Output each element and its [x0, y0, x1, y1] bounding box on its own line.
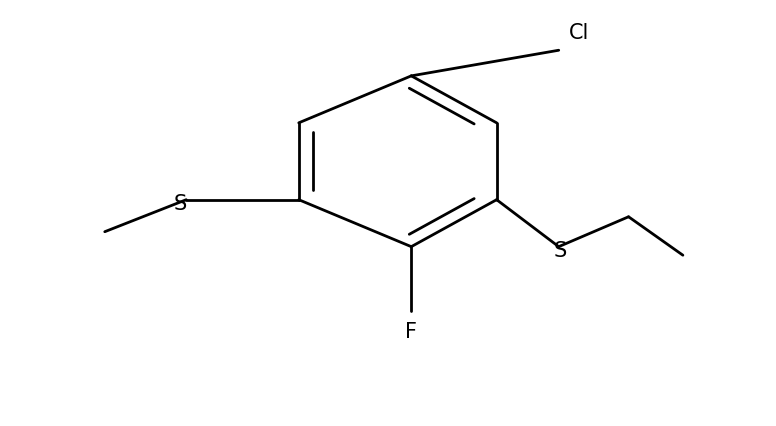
Text: Cl: Cl: [569, 23, 589, 43]
Text: F: F: [405, 322, 417, 342]
Text: S: S: [553, 240, 567, 260]
Text: S: S: [173, 193, 187, 213]
